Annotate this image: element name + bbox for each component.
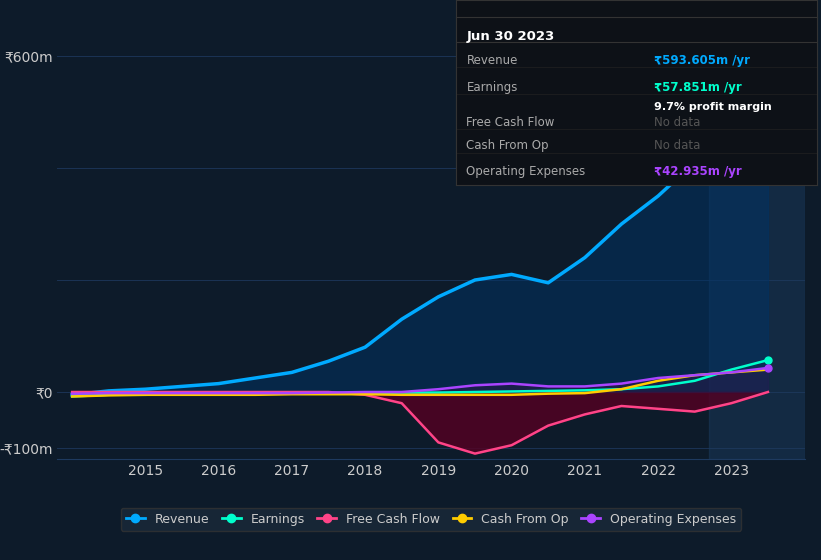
Text: ₹593.605m /yr: ₹593.605m /yr — [654, 54, 750, 67]
Text: 9.7% profit margin: 9.7% profit margin — [654, 102, 772, 113]
Text: Revenue: Revenue — [466, 54, 518, 67]
Text: Jun 30 2023: Jun 30 2023 — [466, 30, 555, 43]
Text: No data: No data — [654, 116, 700, 129]
Text: ₹42.935m /yr: ₹42.935m /yr — [654, 165, 742, 178]
Text: Cash From Op: Cash From Op — [466, 139, 549, 152]
Legend: Revenue, Earnings, Free Cash Flow, Cash From Op, Operating Expenses: Revenue, Earnings, Free Cash Flow, Cash … — [121, 507, 741, 530]
Text: ₹57.851m /yr: ₹57.851m /yr — [654, 81, 742, 94]
Text: No data: No data — [654, 139, 700, 152]
Text: Operating Expenses: Operating Expenses — [466, 165, 585, 178]
Text: Earnings: Earnings — [466, 81, 518, 94]
Bar — [709, 28, 805, 459]
Text: Free Cash Flow: Free Cash Flow — [466, 116, 555, 129]
